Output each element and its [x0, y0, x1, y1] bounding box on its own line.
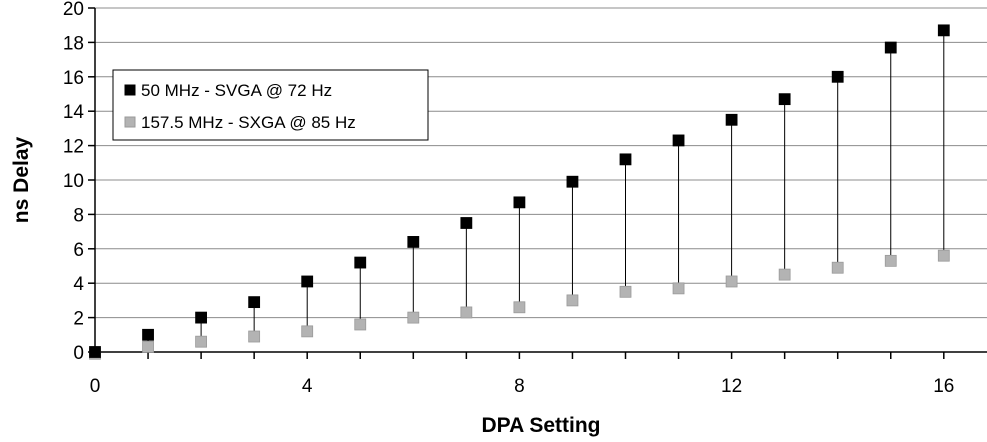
series-1-point	[884, 41, 897, 54]
legend-label-series-2: 157.5 MHz - SXGA @ 85 Hz	[141, 113, 356, 132]
axes	[88, 7, 987, 359]
series-1-point	[195, 311, 208, 324]
series-1-point	[513, 196, 526, 209]
y-tick-label: 0	[73, 343, 84, 364]
legend: 50 MHz - SVGA @ 72 Hz 157.5 MHz - SXGA @…	[112, 69, 429, 141]
gridlines	[95, 7, 987, 319]
series-1-point	[301, 275, 314, 288]
series-2-point	[407, 311, 420, 324]
series-1-point	[460, 217, 473, 229]
y-tick-label: 6	[73, 240, 84, 261]
series-2-point	[672, 282, 685, 295]
series-2-point	[301, 325, 314, 338]
x-tick-label: 12	[721, 376, 742, 397]
series-2-point	[195, 335, 208, 348]
y-tick-label: 10	[63, 171, 84, 192]
y-tick-label: 18	[63, 33, 84, 54]
y-tick-label: 2	[73, 309, 84, 330]
y-tick-label: 14	[63, 102, 85, 123]
series-2-point	[354, 318, 367, 331]
series-1-point	[725, 113, 738, 126]
series-2-point	[513, 301, 526, 314]
series-1-point	[354, 256, 367, 269]
series-1-point	[672, 134, 685, 147]
tick-labels: 0 2 4 6 8 10 12 14 16 18 20 0 4 8 12 16	[63, 0, 955, 397]
x-axis-title: DPA Setting	[482, 414, 601, 437]
legend-label-series-1: 50 MHz - SVGA @ 72 Hz	[141, 81, 332, 100]
series-2-point	[142, 340, 154, 353]
series-1-point	[831, 70, 844, 83]
y-tick-label: 4	[73, 274, 84, 295]
x-tick-label: 4	[302, 376, 313, 397]
x-tick-label: 0	[90, 376, 101, 397]
x-tick-label: 16	[933, 376, 954, 397]
y-axis-title: ns Delay	[10, 136, 33, 223]
series-2-point	[460, 306, 473, 319]
series-1-point	[142, 328, 154, 341]
series-2-point	[884, 254, 897, 267]
series-2-point	[778, 268, 791, 281]
legend-marker-series-1	[124, 84, 136, 96]
series-2-point	[725, 275, 738, 288]
legend-box	[112, 69, 429, 141]
series-2-point	[566, 294, 579, 307]
y-tick-label: 20	[63, 0, 84, 20]
drop-lines	[94, 30, 945, 354]
series-1-point	[937, 24, 950, 37]
series-1-point	[89, 346, 101, 358]
series-1-point	[566, 175, 579, 188]
data-points	[89, 24, 950, 360]
y-tick-label: 12	[63, 137, 84, 158]
series-2-point	[248, 330, 261, 343]
series-2-point	[619, 285, 632, 298]
legend-marker-series-2	[124, 116, 136, 128]
series-2-point	[831, 261, 844, 274]
series-1-point	[619, 153, 632, 166]
series-1-point	[248, 296, 261, 309]
y-tick-label: 8	[73, 205, 84, 226]
series-1-point	[407, 236, 420, 248]
series-2-point	[937, 249, 950, 262]
series-1-point	[778, 93, 791, 106]
y-tick-label: 16	[63, 68, 84, 89]
x-tick-label: 8	[514, 376, 525, 397]
